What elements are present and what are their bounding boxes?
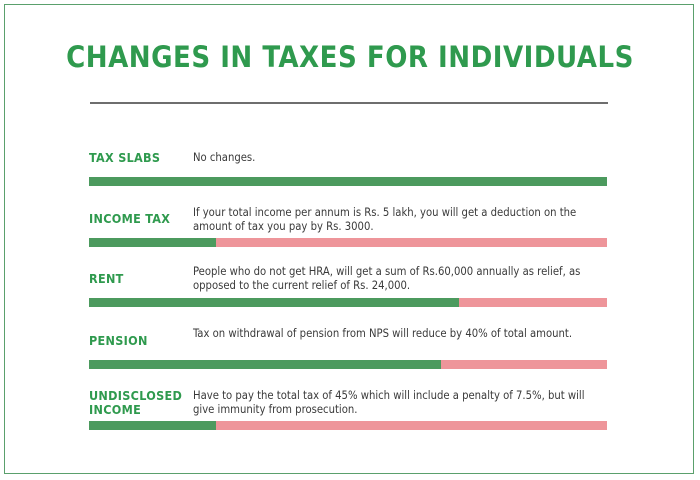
bar-fill	[89, 298, 460, 307]
row-description: If your total income per annum is Rs. 5 …	[193, 206, 577, 233]
infographic-frame	[4, 4, 694, 474]
row-label: INCOME TAX	[89, 211, 171, 226]
comparison-bar	[89, 177, 607, 186]
row-description: Tax on withdrawal of pension from NPS wi…	[193, 327, 573, 340]
row-description: No changes.	[193, 151, 256, 164]
page-title: CHANGES IN TAXES FOR INDIVIDUALS	[66, 40, 634, 74]
row-description: Have to pay the total tax of 45% which w…	[193, 389, 585, 416]
title-divider	[90, 102, 608, 104]
bar-fill	[89, 177, 607, 186]
comparison-bar	[89, 238, 607, 247]
row-label: RENT	[89, 271, 124, 286]
comparison-bar	[89, 421, 607, 430]
row-label: PENSION	[89, 333, 148, 348]
row-label: TAX SLABS	[89, 150, 161, 165]
comparison-bar	[89, 360, 607, 369]
bar-fill	[89, 238, 216, 247]
bar-fill	[89, 360, 442, 369]
row-label: UNDISCLOSED INCOME	[89, 388, 183, 417]
bar-fill	[89, 421, 216, 430]
comparison-bar	[89, 298, 607, 307]
row-description: People who do not get HRA, will get a su…	[193, 265, 581, 292]
